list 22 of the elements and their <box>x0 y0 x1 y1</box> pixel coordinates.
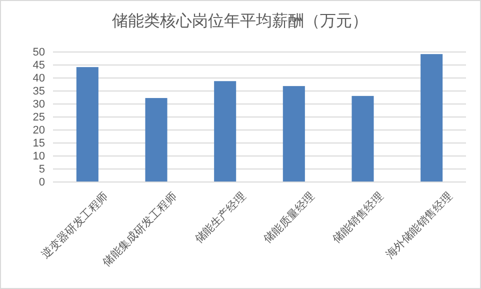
y-tick-label: 25 <box>32 112 45 124</box>
bar <box>214 81 236 182</box>
bar <box>420 54 443 182</box>
y-tick-label: 15 <box>32 138 45 150</box>
bar <box>352 96 374 182</box>
chart-title: 储能类核心岗位年平均薪酬（万元） <box>112 11 368 30</box>
y-tick-label: 40 <box>32 72 45 85</box>
x-tick-label: 海外储能销售经理 <box>383 190 455 262</box>
bar <box>282 86 305 182</box>
bar <box>76 67 98 182</box>
y-tick-label: 50 <box>32 46 45 59</box>
x-tick-label: 储能销售经理 <box>330 190 386 246</box>
bar <box>145 98 168 182</box>
y-tick-label: 30 <box>32 98 45 111</box>
y-tick-label: 35 <box>32 86 45 98</box>
y-tick-label: 20 <box>32 124 45 137</box>
y-tick-label: 10 <box>32 150 45 163</box>
y-tick-label: 0 <box>38 176 45 189</box>
y-tick-label: 45 <box>32 60 45 72</box>
x-tick-label: 储能生产经理 <box>192 190 248 246</box>
x-tick-label: 储能质量经理 <box>261 190 318 246</box>
y-tick-label: 5 <box>38 164 45 176</box>
